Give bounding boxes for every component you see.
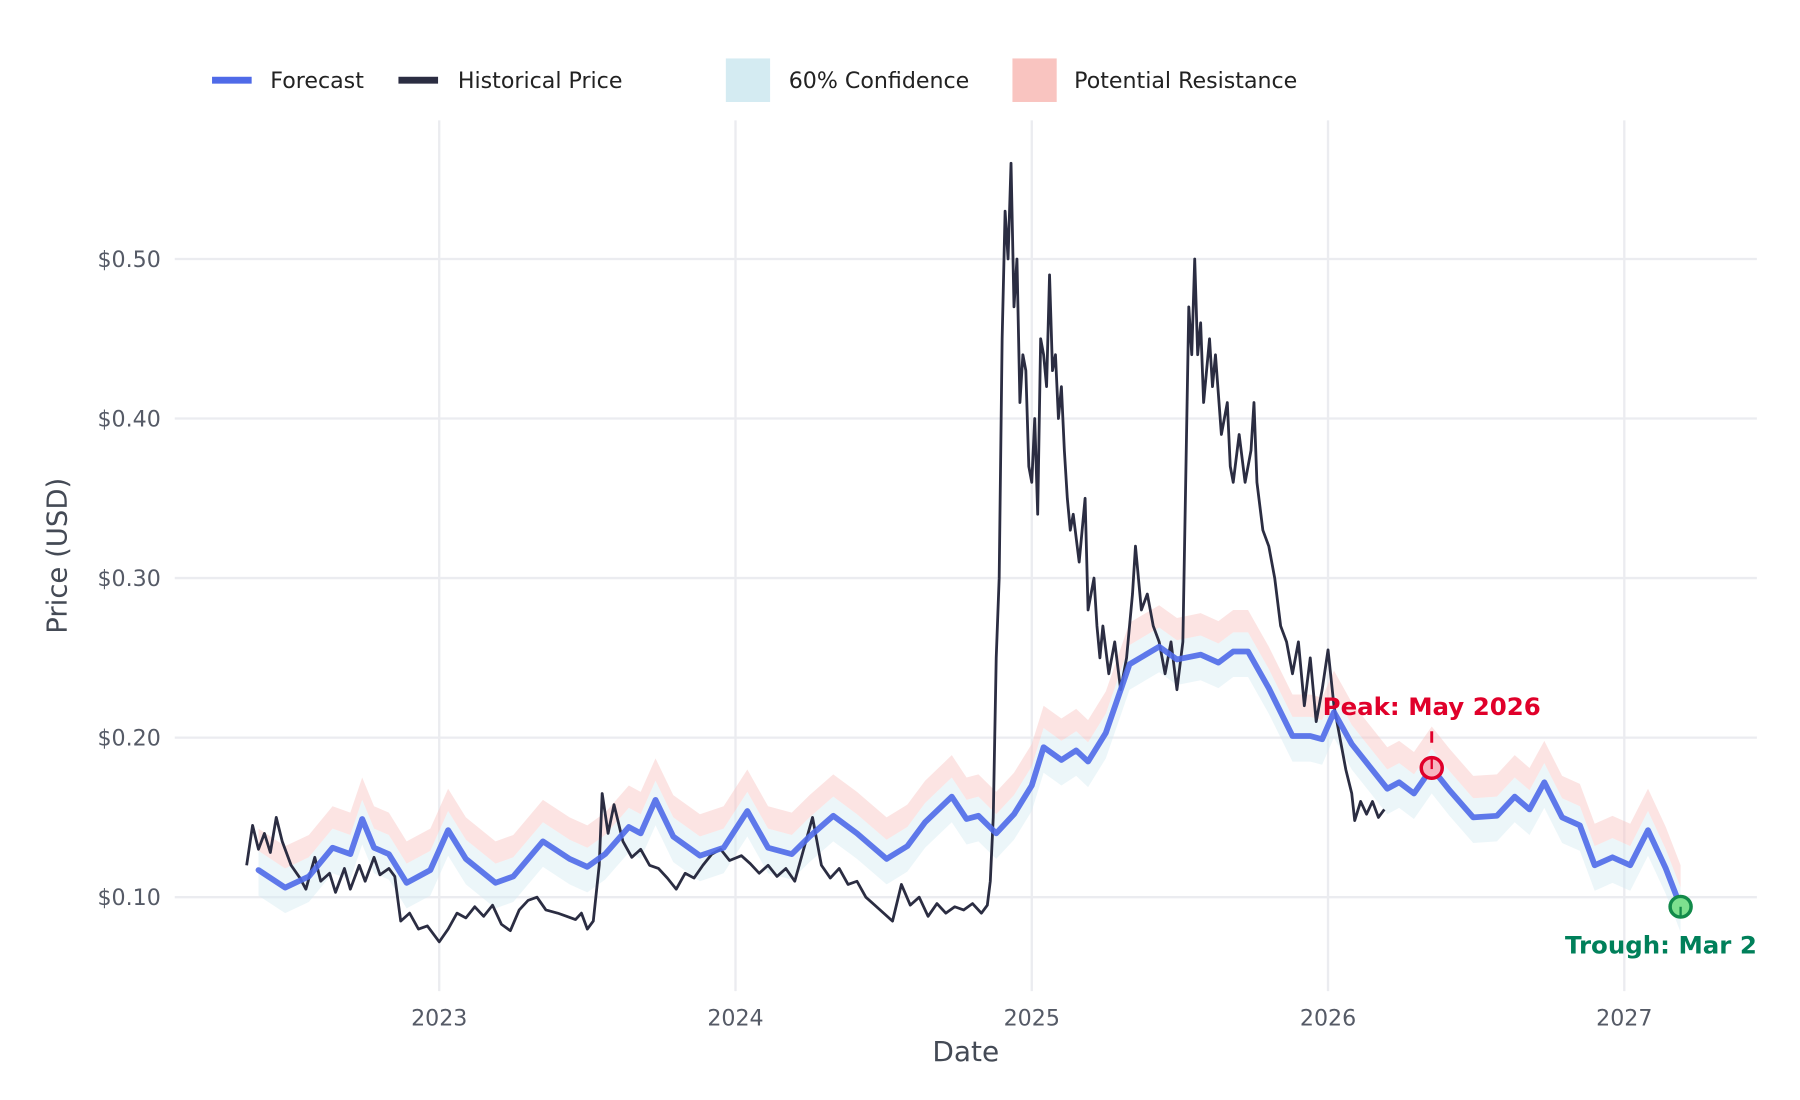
y-tick-label: $0.10 — [97, 886, 160, 911]
legend-resistance-swatch — [1012, 58, 1057, 102]
x-tick-label: 2027 — [1596, 1007, 1652, 1032]
series-lines — [245, 161, 1684, 944]
y-tick-label: $0.30 — [97, 567, 160, 592]
legend-historical-label: Historical Price — [458, 69, 623, 94]
annotations: Peak: May 2026 Trough: Mar 2 — [1323, 692, 1757, 959]
x-tick-label: 2026 — [1300, 1007, 1356, 1032]
y-axis-ticks: $0.10 $0.20 $0.30 $0.40 $0.50 — [97, 248, 160, 911]
y-tick-label: $0.20 — [97, 727, 160, 752]
x-axis-title: Date — [932, 1035, 999, 1068]
x-tick-label: 2023 — [411, 1007, 467, 1032]
confidence-band — [258, 627, 1681, 933]
x-axis-ticks: 2023 2024 2025 2026 2027 — [411, 1007, 1652, 1032]
legend-forecast-label: Forecast — [270, 69, 364, 94]
peak-label: Peak: May 2026 — [1323, 692, 1541, 721]
grid — [174, 120, 1757, 992]
legend-confidence-label: 60% Confidence — [789, 69, 970, 94]
y-tick-label: $0.40 — [97, 408, 160, 433]
y-axis-title: Price (USD) — [40, 478, 73, 634]
trough-label: Trough: Mar 2 — [1565, 931, 1757, 960]
legend: Forecast Historical Price 60% Confidence… — [212, 58, 1297, 102]
y-tick-label: $0.50 — [97, 248, 160, 273]
legend-forecast-swatch — [212, 76, 252, 84]
legend-confidence-swatch — [725, 58, 771, 102]
resistance-band — [258, 605, 1681, 888]
historical-price-line — [245, 161, 1386, 944]
x-tick-label: 2025 — [1004, 1007, 1060, 1032]
forecast-line — [255, 643, 1684, 910]
x-tick-label: 2024 — [707, 1007, 763, 1032]
legend-resistance-label: Potential Resistance — [1074, 69, 1297, 94]
legend-historical-swatch — [398, 76, 439, 84]
bands — [258, 605, 1681, 933]
